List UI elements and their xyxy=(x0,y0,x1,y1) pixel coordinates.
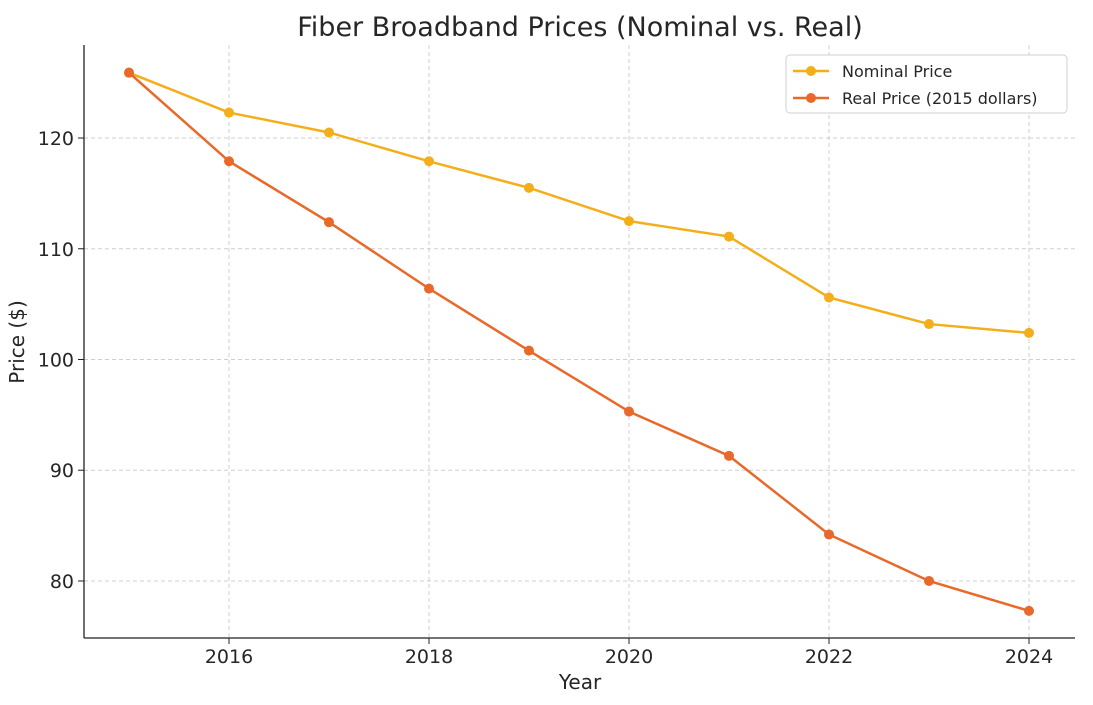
series-line xyxy=(128,71,1030,613)
y-axis-label: Price ($) xyxy=(5,300,29,383)
data-point xyxy=(924,319,934,330)
x-tick-label: 2024 xyxy=(1005,646,1053,668)
y-tick-label: 100 xyxy=(38,349,74,371)
y-tick-label: 80 xyxy=(50,571,74,593)
x-axis-label: Year xyxy=(558,670,602,694)
x-tick-label: 2022 xyxy=(805,646,853,668)
legend-marker xyxy=(806,93,816,103)
data-point xyxy=(524,345,534,356)
data-point xyxy=(824,529,834,540)
data-point xyxy=(624,406,634,417)
data-point xyxy=(924,575,934,586)
data-point xyxy=(824,292,834,303)
chart-title: Fiber Broadband Prices (Nominal vs. Real… xyxy=(297,12,863,43)
legend-label: Real Price (2015 dollars) xyxy=(842,89,1038,108)
data-point xyxy=(1024,605,1034,616)
y-tick-label: 110 xyxy=(38,239,74,261)
x-tick-label: 2020 xyxy=(605,646,653,668)
y-tick-label: 120 xyxy=(38,128,74,150)
data-point xyxy=(1024,327,1034,338)
data-point xyxy=(724,450,734,461)
x-tick-label: 2016 xyxy=(205,646,253,668)
legend: Nominal Price Real Price (2015 dollars) xyxy=(785,54,1068,114)
y-tick-label: 90 xyxy=(50,460,74,482)
x-tick-label: 2018 xyxy=(405,646,453,668)
data-point xyxy=(724,231,734,242)
data-point xyxy=(324,217,334,228)
legend-marker xyxy=(806,66,816,76)
data-point xyxy=(424,283,434,294)
data-point xyxy=(524,182,534,193)
series-real xyxy=(124,67,1034,616)
data-point xyxy=(124,67,134,78)
data-point xyxy=(324,127,334,138)
data-point xyxy=(424,156,434,167)
data-point xyxy=(624,216,634,227)
data-point xyxy=(224,156,234,167)
series-line xyxy=(128,71,1030,335)
legend-label: Nominal Price xyxy=(842,62,952,81)
legend-box xyxy=(785,54,1068,114)
data-point xyxy=(224,107,234,118)
